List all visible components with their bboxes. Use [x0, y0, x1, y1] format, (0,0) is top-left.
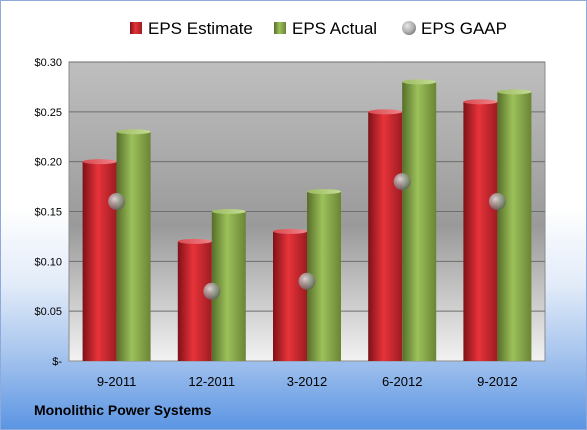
x-tick-label: 9-2011	[97, 374, 137, 389]
gaap-marker	[298, 272, 316, 290]
bar-eps-estimate	[463, 101, 498, 361]
bar-eps-estimate	[82, 161, 117, 361]
company-name: Monolithic Power Systems	[34, 402, 212, 418]
gaap-markers	[108, 173, 506, 300]
bar-top-cap	[116, 129, 151, 135]
legend-label: EPS Estimate	[148, 19, 253, 38]
legend-swatch	[274, 22, 286, 34]
x-tick-label: 12-2011	[188, 374, 235, 389]
y-tick-label: $0.15	[34, 207, 62, 219]
bar-eps-actual	[402, 81, 437, 361]
gaap-marker	[393, 173, 411, 191]
bar-top-cap	[177, 238, 212, 244]
y-tick-label: $0.20	[34, 157, 62, 169]
legend-swatch	[402, 21, 416, 35]
y-tick-label: $0.10	[34, 256, 62, 268]
bar-top-cap	[82, 159, 117, 165]
legend-swatch	[130, 22, 142, 34]
bar-top-cap	[273, 228, 307, 234]
gaap-marker	[203, 282, 221, 300]
legend: EPS Estimate EPS Actual EPS GAAP	[130, 19, 507, 38]
x-tick-label: 9-2012	[477, 374, 517, 389]
y-tick-label: $0.30	[34, 57, 62, 69]
y-axis: $- $0.05 $0.10 $0.15 $0.20 $0.25 $0.30	[34, 57, 62, 368]
bar-top-cap	[463, 99, 498, 105]
x-tick-label: 3-2012	[287, 374, 327, 389]
bar-top-cap	[402, 79, 437, 85]
legend-label: EPS GAAP	[421, 19, 507, 38]
bar-top-cap	[211, 209, 246, 214]
y-tick-label: $0.05	[34, 306, 62, 318]
x-tick-label: 6-2012	[382, 374, 422, 389]
bar-top-cap	[368, 109, 403, 115]
bars	[82, 79, 532, 362]
gaap-marker	[108, 193, 126, 211]
x-axis: 9-2011 12-2011 3-2012 6-2012 9-2012	[97, 374, 518, 389]
bar-eps-estimate	[273, 231, 307, 361]
bar-eps-actual	[497, 91, 532, 362]
bar-eps-estimate	[177, 241, 212, 361]
bar-top-cap	[497, 89, 532, 95]
bar-eps-estimate	[368, 111, 403, 361]
y-tick-label: $0.25	[34, 107, 62, 119]
legend-label: EPS Actual	[292, 19, 377, 38]
bar-top-cap	[307, 189, 341, 195]
y-tick-label: $-	[52, 356, 62, 368]
gaap-marker	[488, 193, 506, 211]
bar-eps-actual	[116, 131, 151, 361]
